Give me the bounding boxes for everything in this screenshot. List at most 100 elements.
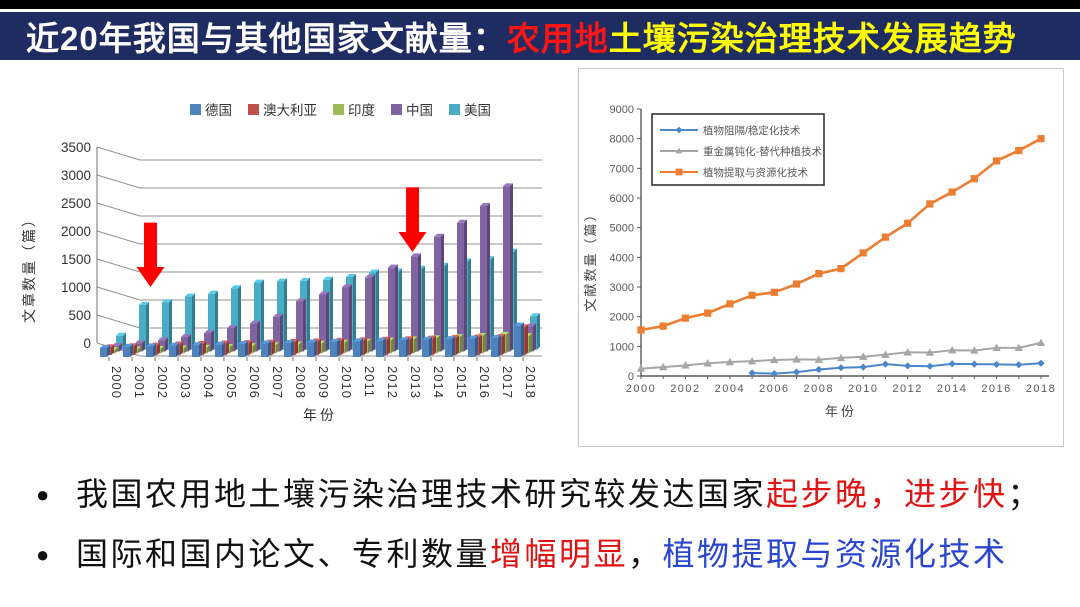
technology-line-chart-frame: 0 1000 2000 3000 4000 5000 6000 7000 8000 9000 文献数… [578, 68, 1064, 447]
svg-text:2006: 2006 [247, 366, 262, 399]
svg-text:2008: 2008 [804, 383, 834, 395]
bar-中国-2003 [181, 334, 191, 352]
svg-text:2016: 2016 [477, 366, 492, 399]
red-arrow-annotation [398, 187, 427, 252]
svg-text:2012: 2012 [892, 383, 922, 395]
title-segment-farmland: 农用地 [506, 20, 609, 57]
bar-中国-2013 [411, 253, 421, 352]
svg-text:2009: 2009 [316, 366, 331, 399]
series-重金属钝化-替代种植技术 [636, 338, 1046, 372]
svg-text:2014: 2014 [431, 366, 446, 399]
bullet-text-segment: 植物提取与资源化技术 [662, 536, 1008, 572]
svg-text:1000: 1000 [61, 280, 91, 295]
svg-text:9000: 9000 [610, 104, 634, 116]
legend-label: 植物提取与资源化技术 [703, 166, 808, 179]
svg-text:2000: 2000 [61, 224, 91, 239]
bar-中国-2015 [457, 219, 467, 352]
bar-中国-2009 [319, 291, 329, 352]
svg-text:2016: 2016 [981, 383, 1011, 395]
svg-text:2500: 2500 [61, 196, 91, 211]
svg-text:2008: 2008 [293, 366, 308, 399]
bar-德国-2006 [238, 341, 248, 357]
x-axis-labels: 2000 2002 2004 2006 2008 2010 2012 2014 2016 2018 [626, 376, 1055, 395]
summary-bullet-list: ● 我国农用地土壤污染治理技术研究较发达国家起步晚，进步快； ● 国际和国内论文、专利… [36, 464, 1058, 584]
svg-text:2000: 2000 [109, 366, 124, 399]
bar-德国-2011 [353, 338, 363, 357]
title-segment-topic: 土壤污染治理技术发展趋势 [608, 20, 1017, 57]
svg-text:2018: 2018 [523, 366, 538, 399]
svg-text:7000: 7000 [610, 163, 634, 175]
bar-美国-2006 [254, 279, 264, 350]
svg-text:3500: 3500 [61, 140, 91, 155]
bullet-item: ● 国际和国内论文、专利数量增幅明显，植物提取与资源化技术 [36, 524, 1058, 584]
svg-text:2013: 2013 [408, 366, 423, 399]
y-axis-labels: 0 500 1000 1500 2000 2500 3000 3500 [61, 140, 91, 351]
bars [100, 183, 540, 357]
bullet-text-segment: 我国农用地土壤污染治理技术研究较发达国家 [76, 476, 767, 512]
bar-德国-2017 [491, 334, 501, 357]
svg-text:1000: 1000 [610, 341, 634, 353]
bar-中国-2005 [227, 325, 237, 352]
bar-中国-2010 [342, 284, 352, 352]
bullet-dot-icon: ● [36, 482, 52, 507]
legend: 德国 澳大利亚 印度 中国 美国 [190, 103, 491, 118]
svg-text:2000: 2000 [626, 383, 656, 395]
bar-德国-2003 [169, 342, 179, 357]
bar-德国-2004 [192, 342, 202, 357]
technology-line-chart: 0 1000 2000 3000 4000 5000 6000 7000 8000 9000 文献数… [583, 104, 1055, 419]
legend-label: 美国 [464, 103, 491, 118]
bar-德国-2000 [100, 345, 110, 357]
svg-text:2004: 2004 [201, 366, 216, 399]
svg-text:2005: 2005 [224, 366, 239, 399]
bar-中国-2011 [365, 274, 375, 352]
bar-德国-2013 [399, 337, 409, 357]
bar-德国-2008 [284, 340, 294, 357]
bullet-text-segment: ； [1007, 476, 1043, 512]
bar-德国-2016 [468, 335, 478, 357]
bar-美国-2003 [185, 293, 195, 350]
bullet-text-segment: 起步晚，进步快 [766, 476, 1008, 512]
svg-text:2003: 2003 [178, 366, 193, 399]
svg-text:4000: 4000 [610, 252, 634, 264]
svg-text:500: 500 [68, 308, 91, 323]
svg-text:5000: 5000 [610, 223, 634, 235]
title-segment-main: 近20年我国与其他国家文献量： [26, 20, 507, 57]
bar-德国-2018 [514, 322, 524, 357]
bar-德国-2009 [307, 339, 317, 357]
x-axis-title: 年份 [303, 407, 337, 423]
legend-label: 重金属钝化-替代种植技术 [703, 145, 822, 158]
y-axis-title: 文章数量（篇） [21, 211, 37, 323]
svg-text:2007: 2007 [270, 366, 285, 399]
legend-swatch [248, 104, 259, 115]
y-axis-title: 文献数量（篇） [583, 206, 598, 311]
svg-text:0: 0 [628, 371, 634, 383]
bar-德国-2005 [215, 341, 225, 357]
svg-text:2001: 2001 [132, 366, 147, 399]
bullet-item: ● 我国农用地土壤污染治理技术研究较发达国家起步晚，进步快； [36, 464, 1058, 524]
bar-德国-2007 [261, 340, 271, 357]
bar-中国-2007 [273, 313, 283, 352]
bar-中国-2012 [388, 264, 398, 352]
legend-label: 中国 [406, 103, 433, 118]
bar-德国-2012 [376, 337, 386, 357]
svg-text:2002: 2002 [670, 383, 700, 395]
legend-label: 德国 [205, 103, 232, 118]
svg-text:2006: 2006 [759, 383, 789, 395]
svg-text:2011: 2011 [362, 366, 377, 398]
bar-德国-2015 [445, 336, 455, 357]
x-axis-title: 年份 [825, 404, 857, 419]
red-arrow-annotation [136, 222, 165, 287]
svg-text:1500: 1500 [61, 252, 91, 267]
x-axis-labels: 2000 2001 2002 2003 2004 2005 2006 2007 2008 2009… [108, 357, 538, 399]
bar-美国-2002 [162, 299, 172, 350]
svg-text:2015: 2015 [454, 366, 469, 399]
bar-中国-2004 [204, 330, 214, 352]
svg-text:2010: 2010 [339, 366, 354, 399]
slide-title-bar: 近20年我国与其他国家文献量： 农用地 土壤污染治理技术发展趋势 [0, 9, 1080, 63]
bar-中国-2014 [434, 233, 444, 352]
bar-美国-2004 [208, 290, 218, 350]
legend-label: 印度 [348, 103, 375, 118]
bar-中国-2017 [503, 183, 513, 352]
legend-swatch [449, 104, 460, 115]
